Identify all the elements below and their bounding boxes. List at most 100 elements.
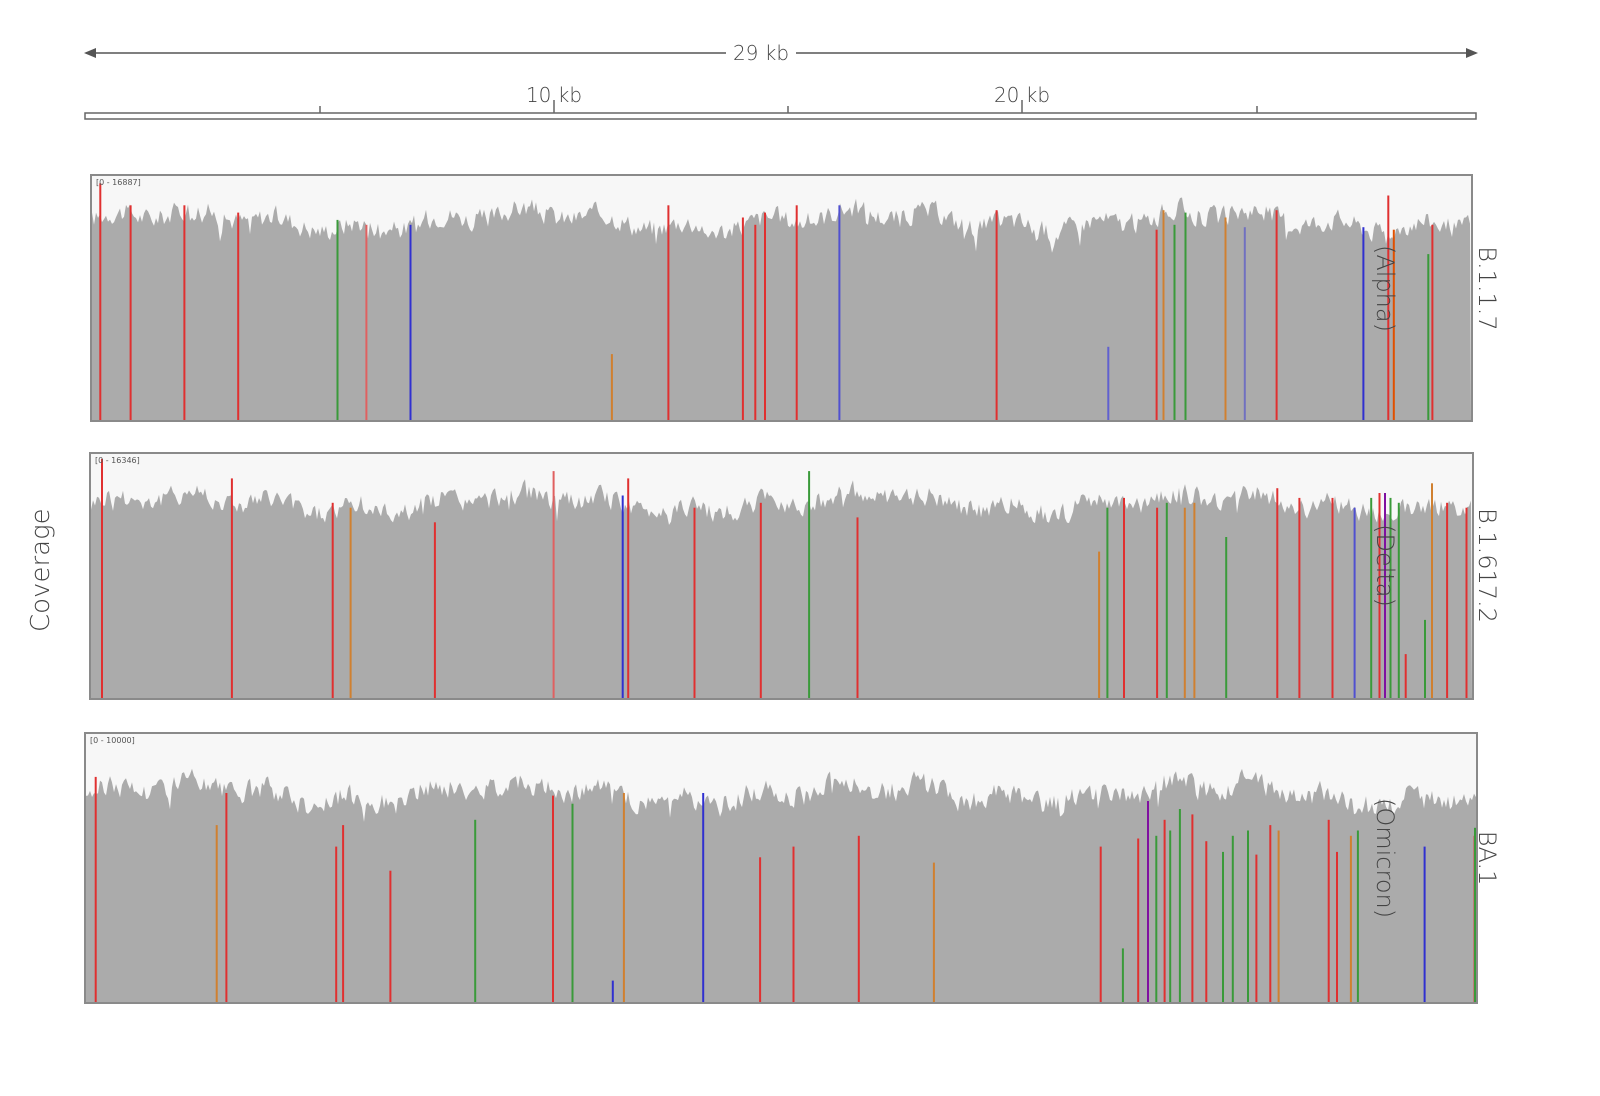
variant-marker[interactable]	[754, 224, 757, 420]
variant-marker[interactable]	[433, 522, 436, 698]
variant-marker[interactable]	[1397, 502, 1400, 698]
variant-marker[interactable]	[365, 224, 368, 420]
variant-marker[interactable]	[702, 793, 705, 1002]
variant-marker[interactable]	[1247, 830, 1249, 1003]
variant-marker[interactable]	[1370, 497, 1373, 698]
variant-marker[interactable]	[225, 793, 228, 1002]
variant-marker[interactable]	[1423, 846, 1426, 1002]
variant-marker[interactable]	[1378, 493, 1381, 698]
variant-marker[interactable]	[215, 825, 218, 1002]
variant-marker[interactable]	[230, 478, 233, 698]
variant-marker[interactable]	[1389, 497, 1392, 698]
variant-marker[interactable]	[1137, 838, 1140, 1003]
variant-marker[interactable]	[1424, 619, 1426, 698]
variant-marker[interactable]	[759, 502, 762, 698]
variant-marker[interactable]	[1431, 483, 1433, 698]
variant-marker[interactable]	[101, 458, 103, 698]
variant-marker[interactable]	[932, 862, 935, 1002]
variant-marker[interactable]	[995, 210, 998, 420]
variant-marker[interactable]	[1205, 841, 1208, 1002]
variant-marker[interactable]	[621, 495, 624, 699]
variant-marker[interactable]	[857, 835, 860, 1002]
variant-marker[interactable]	[1165, 502, 1168, 698]
variant-marker[interactable]	[1106, 507, 1109, 698]
variant-marker[interactable]	[1155, 229, 1158, 420]
variant-marker[interactable]	[1156, 507, 1159, 698]
coverage-track-alpha[interactable]: [0 - 16887]	[90, 174, 1473, 422]
variant-marker[interactable]	[1255, 854, 1258, 1002]
variant-marker[interactable]	[1224, 217, 1227, 421]
variant-marker[interactable]	[764, 212, 766, 420]
variant-marker[interactable]	[1327, 819, 1330, 1002]
variant-marker[interactable]	[1191, 814, 1194, 1002]
variant-marker[interactable]	[99, 183, 102, 420]
variant-marker[interactable]	[552, 471, 555, 698]
variant-marker[interactable]	[129, 205, 132, 420]
variant-marker[interactable]	[183, 205, 186, 420]
variant-marker[interactable]	[667, 205, 670, 420]
variant-marker[interactable]	[1155, 835, 1158, 1002]
variant-marker[interactable]	[409, 224, 412, 420]
variant-marker[interactable]	[838, 205, 841, 420]
variant-marker[interactable]	[1474, 827, 1476, 1002]
variant-marker[interactable]	[389, 870, 392, 1002]
variant-marker[interactable]	[1465, 507, 1468, 698]
variant-marker[interactable]	[1099, 846, 1102, 1002]
variant-marker[interactable]	[1446, 502, 1449, 698]
variant-marker[interactable]	[342, 825, 345, 1002]
variant-marker[interactable]	[1277, 830, 1280, 1003]
variant-marker[interactable]	[1193, 502, 1196, 698]
variant-marker[interactable]	[1331, 497, 1334, 698]
variant-marker[interactable]	[622, 793, 625, 1002]
variant-marker[interactable]	[1243, 227, 1246, 420]
variant-marker[interactable]	[1169, 830, 1172, 1003]
variant-marker[interactable]	[1431, 224, 1434, 420]
variant-marker[interactable]	[1123, 497, 1125, 698]
variant-marker[interactable]	[1392, 229, 1395, 420]
variant-marker[interactable]	[1356, 830, 1359, 1003]
variant-marker[interactable]	[1163, 819, 1166, 1002]
variant-marker[interactable]	[1098, 551, 1101, 698]
variant-marker[interactable]	[1107, 346, 1110, 420]
variant-marker[interactable]	[1269, 825, 1272, 1002]
variant-marker[interactable]	[627, 478, 630, 698]
variant-marker[interactable]	[1231, 835, 1234, 1002]
variant-marker[interactable]	[1362, 227, 1365, 420]
variant-marker[interactable]	[335, 846, 338, 1002]
variant-marker[interactable]	[1183, 507, 1186, 698]
variant-marker[interactable]	[795, 205, 798, 420]
variant-marker[interactable]	[1147, 801, 1149, 1002]
variant-marker[interactable]	[237, 212, 240, 420]
variant-marker[interactable]	[349, 507, 352, 698]
variant-marker[interactable]	[1121, 948, 1124, 1002]
variant-marker[interactable]	[792, 846, 795, 1002]
variant-marker[interactable]	[1336, 851, 1338, 1002]
variant-marker[interactable]	[1298, 497, 1301, 698]
variant-marker[interactable]	[571, 803, 574, 1002]
variant-marker[interactable]	[1173, 224, 1176, 420]
variant-marker[interactable]	[1225, 537, 1228, 698]
variant-marker[interactable]	[610, 354, 613, 420]
variant-marker[interactable]	[1276, 488, 1279, 698]
coverage-track-delta[interactable]: [0 - 16346]	[89, 452, 1474, 700]
variant-marker[interactable]	[552, 795, 554, 1002]
variant-marker[interactable]	[808, 471, 811, 698]
variant-marker[interactable]	[1222, 851, 1224, 1002]
variant-marker[interactable]	[1387, 195, 1390, 421]
variant-marker[interactable]	[741, 217, 744, 421]
variant-marker[interactable]	[1162, 210, 1165, 420]
variant-marker[interactable]	[856, 517, 859, 698]
variant-marker[interactable]	[1353, 507, 1356, 698]
coverage-track-omicron[interactable]: [0 - 10000]	[84, 732, 1478, 1004]
variant-marker[interactable]	[611, 980, 614, 1002]
variant-marker[interactable]	[331, 502, 334, 698]
variant-marker[interactable]	[1384, 493, 1386, 698]
variant-marker[interactable]	[1275, 210, 1278, 420]
variant-marker[interactable]	[1349, 835, 1352, 1002]
variant-marker[interactable]	[1184, 212, 1187, 420]
variant-marker[interactable]	[474, 819, 477, 1002]
variant-marker[interactable]	[693, 507, 696, 698]
variant-marker[interactable]	[1404, 654, 1407, 698]
variant-marker[interactable]	[94, 776, 97, 1002]
variant-marker[interactable]	[1178, 809, 1181, 1002]
